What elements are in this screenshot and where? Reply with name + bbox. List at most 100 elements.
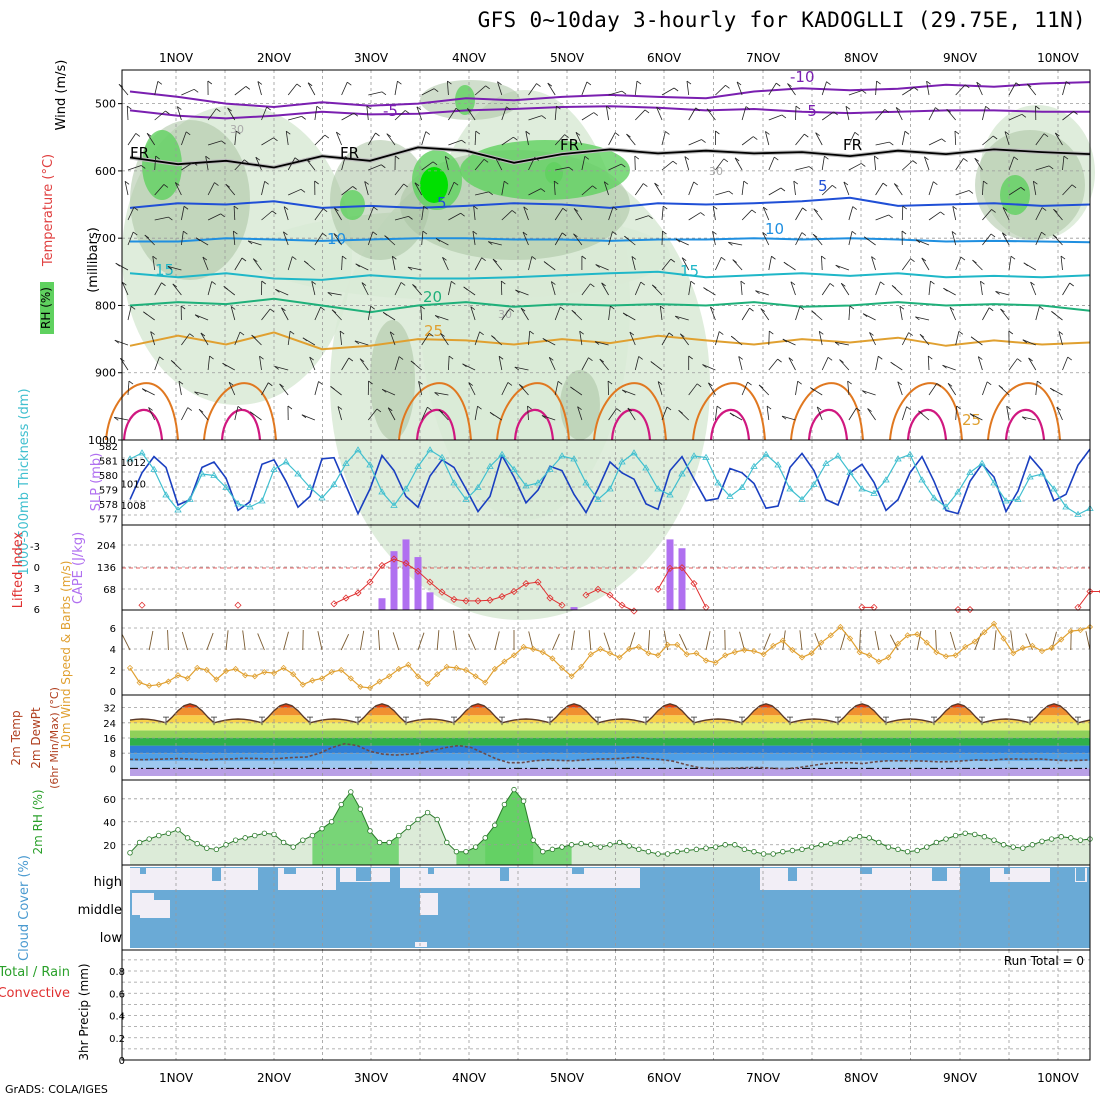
wind-barb-flag <box>381 388 387 393</box>
wind-barb-flag <box>867 408 872 412</box>
lifted-index-marker <box>342 594 350 602</box>
wind-barb <box>528 331 531 346</box>
rh-marker <box>1068 835 1074 841</box>
wind-barb <box>252 258 262 271</box>
rh-shade-bright <box>420 167 448 203</box>
surface-wind-barb <box>377 630 381 651</box>
thickness-marker <box>174 506 182 513</box>
pressure-tick-label: 1000 <box>88 434 116 447</box>
wind-barb-flag <box>936 383 942 387</box>
contour-label: FR <box>560 136 579 154</box>
wind-barb <box>234 331 241 346</box>
wind-barb <box>995 290 1010 296</box>
wind-barb <box>1008 113 1023 121</box>
wind-barb-flag <box>626 133 631 138</box>
wind-barb <box>283 206 289 221</box>
wind-barb-flag <box>590 283 595 288</box>
wind-barb <box>839 359 850 371</box>
isotherm-35-cell <box>1004 408 1046 441</box>
wind-barb <box>608 306 611 321</box>
wind-barb <box>840 283 850 296</box>
wind-barb-flag <box>665 131 670 135</box>
wind-barb-flag <box>485 85 490 90</box>
rh-shade-green <box>455 85 475 115</box>
wind-barb <box>448 212 461 221</box>
wind-barb <box>466 108 476 121</box>
wind-barb-flag <box>970 336 976 341</box>
wind-barb-flag <box>656 106 661 111</box>
wind-barb <box>1062 81 1067 96</box>
wind-barb-flag <box>708 382 713 387</box>
rh-legend-swatch <box>40 282 54 334</box>
rh-marker <box>223 842 229 848</box>
wind-barb <box>928 383 938 396</box>
wind-barb <box>1062 184 1073 196</box>
rh-marker <box>482 835 488 841</box>
lifted-index-marker <box>582 591 590 599</box>
wind-barb-flag <box>245 86 251 90</box>
wind-barb-flag <box>819 330 824 335</box>
wind-barb-flag <box>547 82 553 87</box>
wind-speed-marker <box>702 657 710 664</box>
wind-barb-flag <box>542 338 548 342</box>
wind-barb-flag <box>787 83 792 87</box>
wind-barb <box>501 382 509 396</box>
wind-speed-marker <box>971 638 978 645</box>
wind-barb-flag <box>220 213 225 218</box>
wind-barb <box>174 182 182 196</box>
wind-barb <box>1000 308 1010 321</box>
wind-speed-marker <box>338 666 345 674</box>
x-axis-bottom-label: 2NOV <box>257 1071 292 1085</box>
cloud-axis-label: Cloud Cover (%) <box>17 855 32 961</box>
wind-barb-flag <box>835 264 840 269</box>
wind-barb-flag <box>832 184 837 189</box>
wind-barb-flag <box>536 83 541 87</box>
wind-barb-flag <box>198 408 204 413</box>
footer-credit: GrADS: COLA/IGES <box>5 1083 108 1096</box>
wind-speed-marker <box>587 651 594 658</box>
wind-barb <box>554 134 565 146</box>
wind-barb <box>261 137 274 146</box>
cape-bar <box>678 548 686 610</box>
rh-tick-label: 60 <box>103 795 116 806</box>
wind-speed-marker <box>827 632 834 639</box>
wind-barb-flag <box>652 284 657 289</box>
wind-barb <box>634 183 644 196</box>
wind-barb-flag <box>968 190 974 194</box>
wind-barb <box>301 414 316 421</box>
wind-barb <box>519 384 529 396</box>
wind-barb <box>341 112 355 121</box>
contour-label: -5 <box>802 102 817 120</box>
wind-barb <box>915 316 930 321</box>
wind-barb-flag <box>205 155 210 160</box>
wind-barb <box>1035 381 1038 396</box>
wind-barb <box>314 134 326 146</box>
thickness-marker <box>1038 470 1046 477</box>
wind-barb <box>901 131 906 146</box>
wind-barb-flag <box>264 181 269 185</box>
wind-barb <box>661 87 675 96</box>
wind-barb <box>421 407 428 421</box>
cloud-high-cell <box>284 868 296 874</box>
wind-barb <box>341 186 353 196</box>
rh-marker <box>684 847 690 854</box>
wind-barb-flag <box>654 182 659 187</box>
wind-barb <box>581 283 591 296</box>
wind-barb-flag <box>861 90 867 94</box>
wind-barb <box>946 109 957 121</box>
rh-marker <box>616 839 623 846</box>
rh-marker <box>559 844 565 850</box>
wind-barb <box>982 233 992 246</box>
wind-barb-flag <box>612 231 617 235</box>
wind-barb-flag <box>420 305 425 310</box>
thickness-marker <box>162 491 170 498</box>
wind-barb <box>1035 165 1050 171</box>
wind-barb-flag <box>696 383 702 388</box>
thickness-marker <box>618 458 626 465</box>
wind-barb-flag <box>257 81 263 85</box>
rh-shade-mid <box>560 370 600 440</box>
wind-barb-flag <box>643 183 648 187</box>
wind-barb <box>462 363 476 371</box>
wind-barb-flag <box>202 256 208 261</box>
wind-barb <box>821 111 834 121</box>
